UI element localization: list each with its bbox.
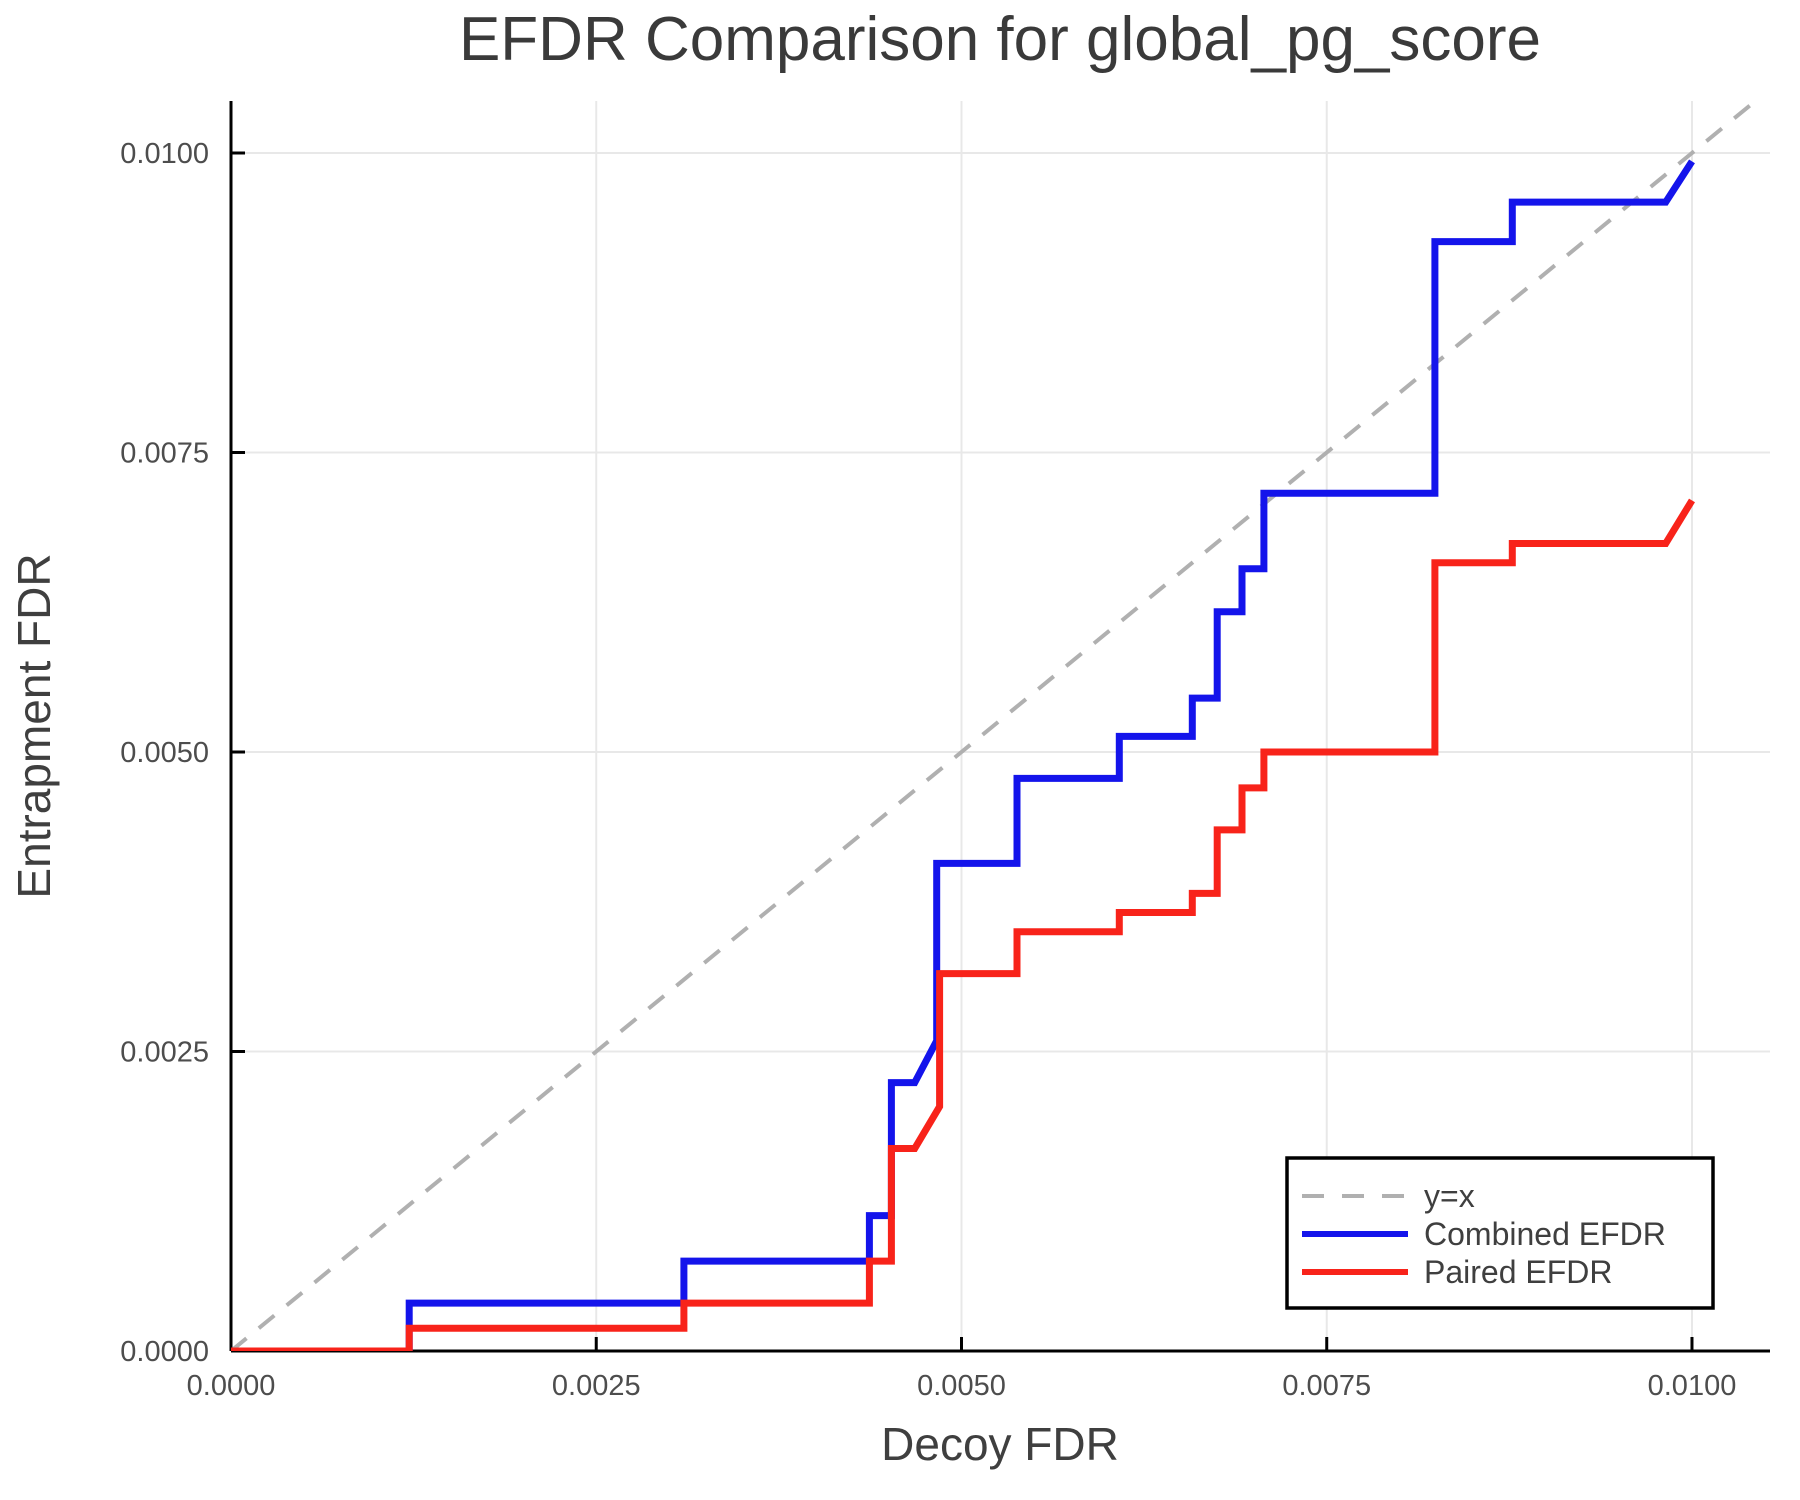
legend-entry-label: Combined EFDR — [1424, 1216, 1666, 1252]
x-tick-label: 0.0100 — [1648, 1370, 1737, 1402]
y-tick-label: 0.0000 — [120, 1336, 209, 1368]
x-tick-label: 0.0050 — [917, 1370, 1006, 1402]
legend-row: Combined EFDR — [1302, 1216, 1666, 1252]
series-line-y-x — [231, 101, 1757, 1351]
legend-entry-label: Paired EFDR — [1424, 1254, 1613, 1290]
axes — [229, 101, 1770, 1353]
x-tick-label: 0.0075 — [1282, 1370, 1371, 1402]
series-line-combined-efdr — [231, 159, 1695, 1351]
chart-title: EFDR Comparison for global_pg_score — [459, 5, 1541, 74]
legend-row: y=x — [1302, 1178, 1475, 1214]
gridlines — [231, 101, 1770, 1351]
y-tick-label: 0.0075 — [120, 437, 209, 469]
y-tick-label: 0.0025 — [120, 1036, 209, 1068]
series-line-paired-efdr — [231, 498, 1695, 1351]
y-axis-title: Entrapment FDR — [8, 553, 60, 898]
tick-labels: 0.0000 0.0025 0.0050 0.0075 0.0100 0.0000 0.00… — [120, 138, 1736, 1402]
y-tick-label: 0.0100 — [120, 138, 209, 170]
legend-row: Paired EFDR — [1302, 1254, 1613, 1290]
x-tick-label: 0.0000 — [187, 1370, 276, 1402]
y-tick-label: 0.0050 — [120, 737, 209, 769]
legend-entry-label: y=x — [1424, 1178, 1475, 1214]
x-axis-title: Decoy FDR — [881, 1418, 1119, 1470]
x-tick-label: 0.0025 — [552, 1370, 641, 1402]
data-series — [231, 101, 1757, 1351]
